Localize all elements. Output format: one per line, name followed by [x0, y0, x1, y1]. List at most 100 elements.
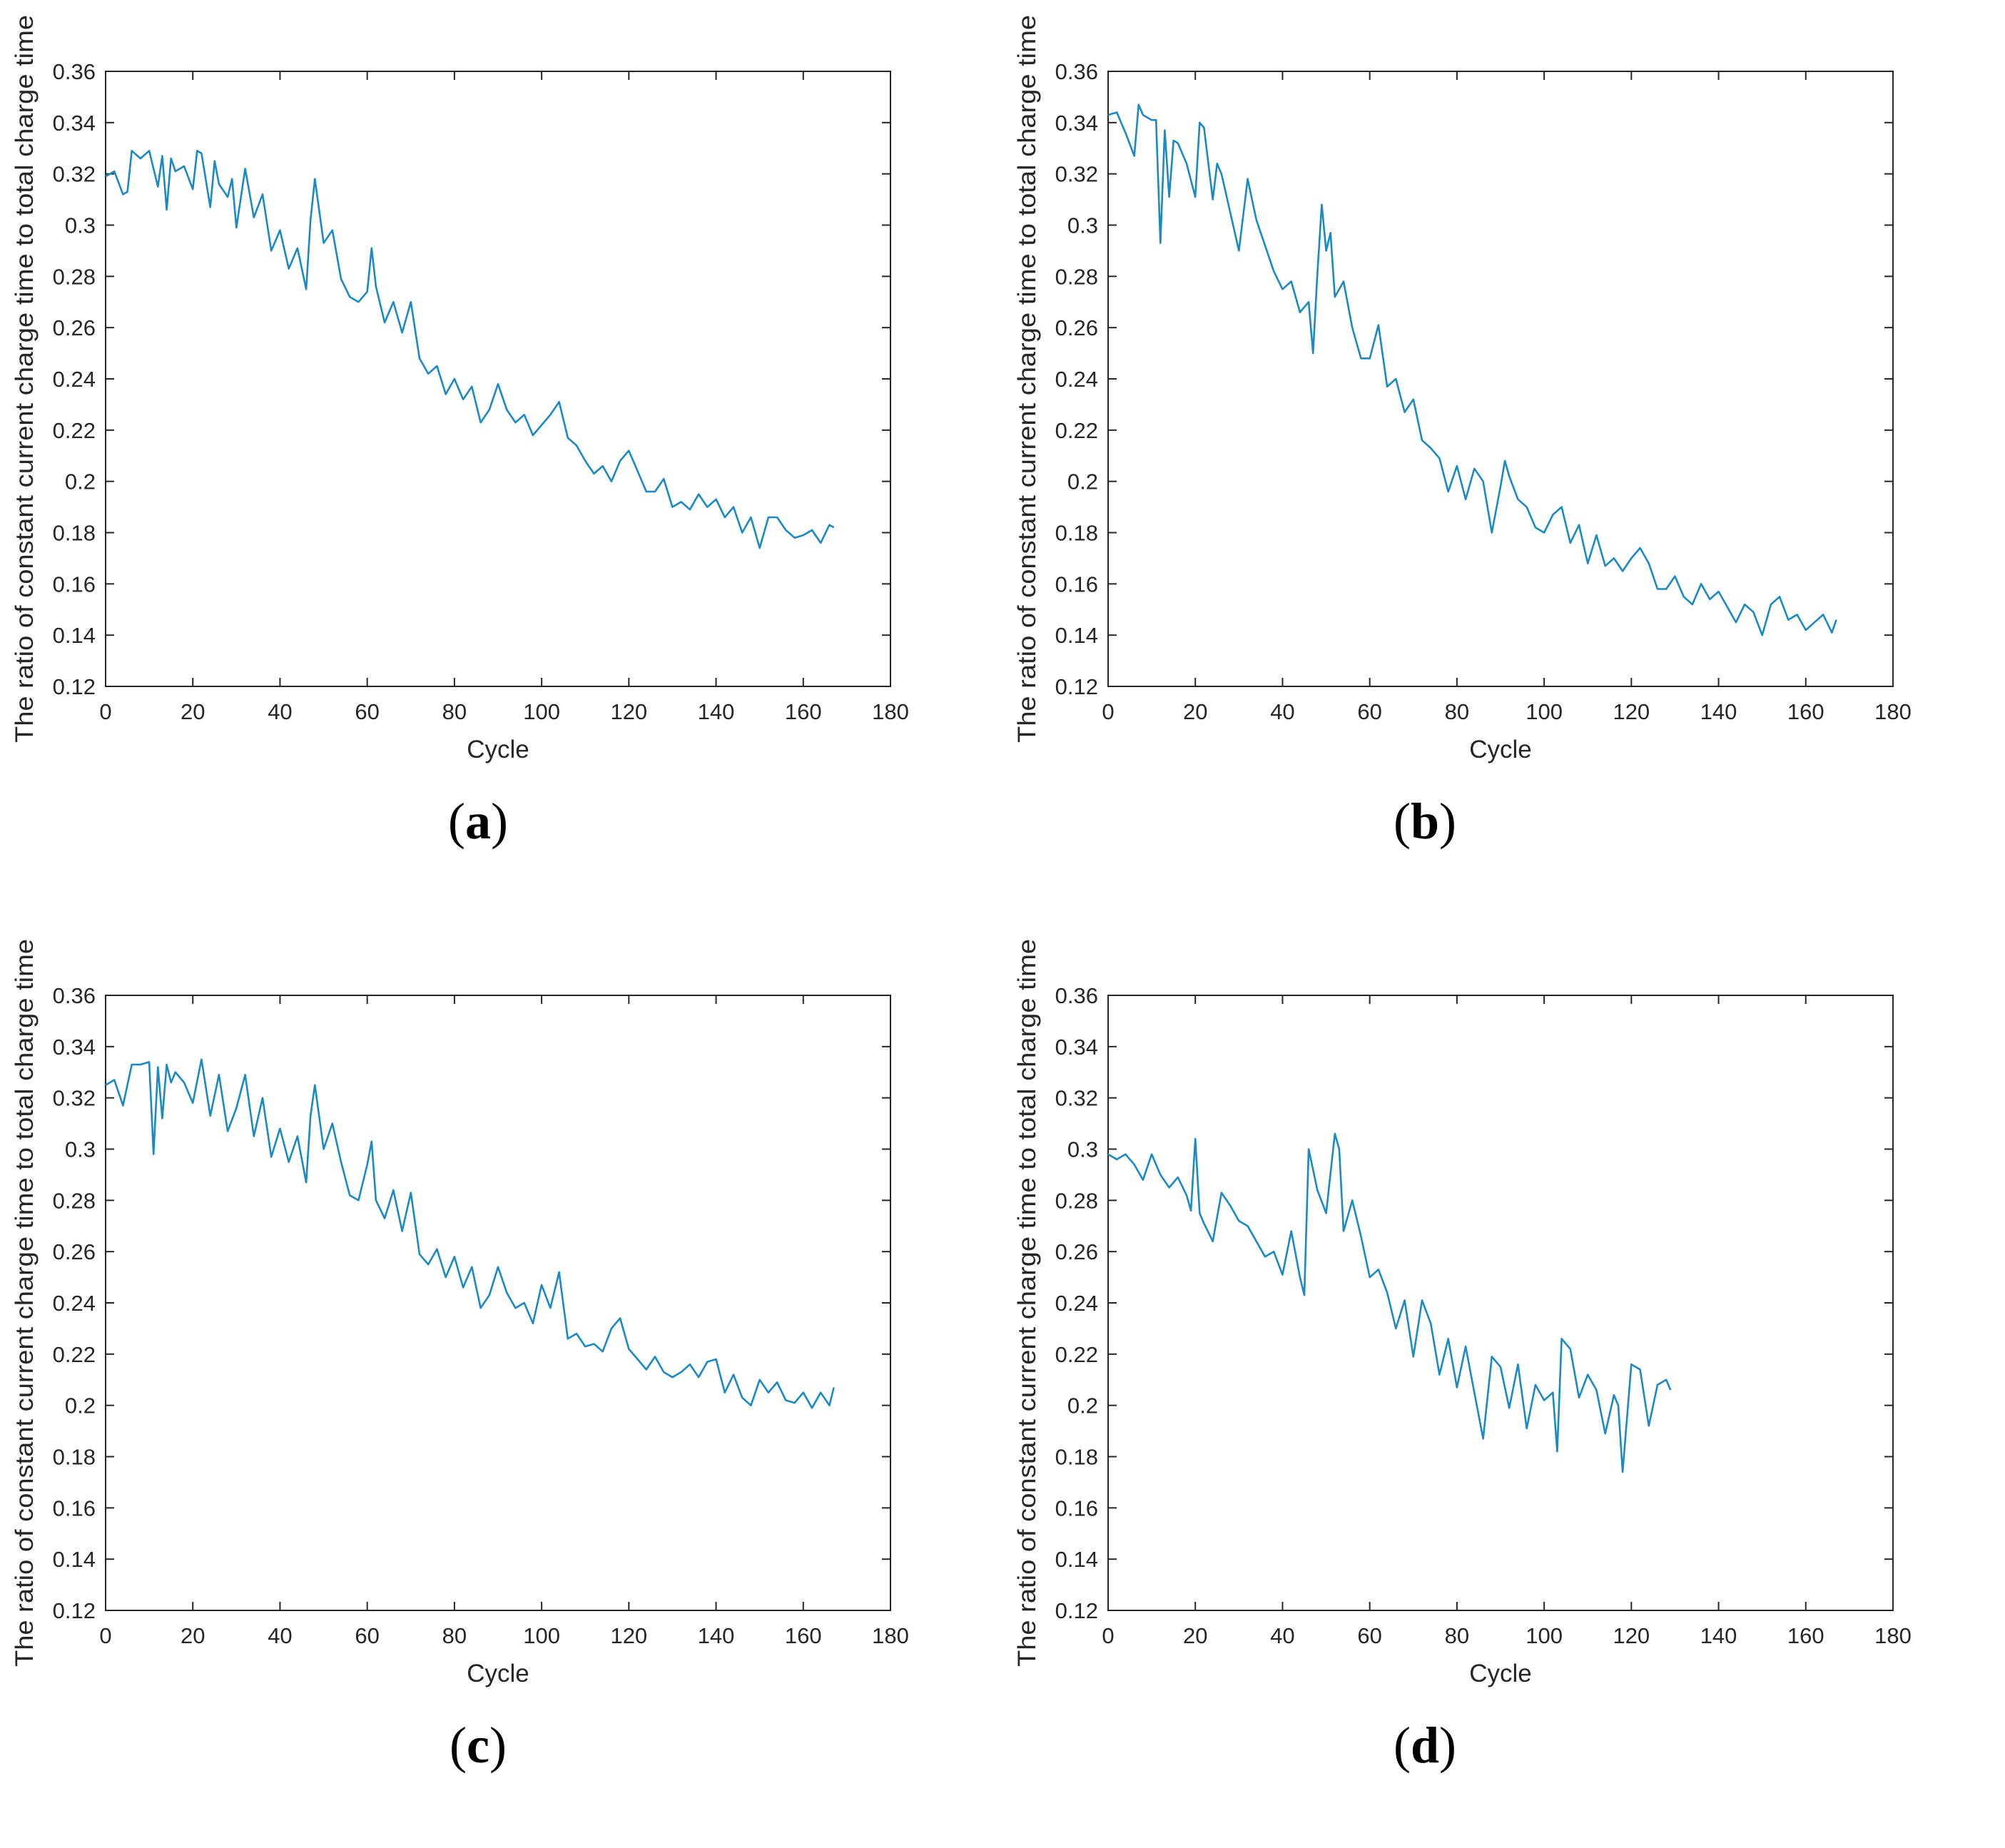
data-point	[1831, 631, 1832, 633]
data-point	[1735, 621, 1737, 623]
data-point	[1159, 1174, 1161, 1175]
data-point	[689, 1364, 691, 1365]
data-point	[314, 1085, 315, 1086]
data-point	[1587, 1374, 1588, 1375]
data-point	[1194, 196, 1196, 198]
data-point	[235, 1107, 237, 1109]
data-point	[1430, 1323, 1431, 1324]
y-tick-label: 0.22	[53, 1342, 96, 1367]
data-point	[1543, 532, 1545, 533]
data-point	[479, 1307, 481, 1309]
data-point	[1787, 619, 1789, 620]
data-point	[1221, 173, 1222, 175]
data-point	[646, 491, 647, 492]
y-tick-label: 0.28	[1055, 264, 1098, 289]
y-tick-label: 0.28	[53, 1188, 96, 1213]
data-point	[636, 1359, 638, 1360]
data-point	[1321, 204, 1322, 205]
data-point	[506, 409, 507, 410]
data-point	[1560, 506, 1562, 507]
data-point	[1351, 1199, 1353, 1201]
x-tick-label: 0	[1102, 1623, 1114, 1648]
data-point	[175, 1072, 176, 1073]
y-tick-label: 0.36	[53, 983, 96, 1008]
data-point	[323, 242, 324, 243]
data-point	[1247, 1225, 1248, 1227]
data-point	[279, 1128, 280, 1129]
data-point	[244, 1074, 245, 1075]
y-tick-label: 0.34	[1055, 111, 1098, 136]
data-point	[1247, 178, 1248, 180]
data-point	[768, 1392, 769, 1393]
data-point	[1657, 588, 1658, 589]
data-point	[371, 1141, 372, 1142]
data-point	[1622, 1471, 1623, 1473]
data-point	[270, 250, 272, 251]
data-point	[1395, 378, 1396, 380]
data-point	[654, 1356, 656, 1357]
x-tick-label: 140	[698, 699, 735, 724]
data-point	[1199, 1212, 1200, 1214]
y-tick-label: 0.36	[1055, 983, 1098, 1008]
data-point	[410, 1192, 412, 1193]
data-point	[371, 248, 372, 249]
data-point	[628, 450, 629, 451]
data-point	[1395, 1328, 1396, 1329]
caption-c: (c)	[450, 1717, 507, 1774]
y-axis-label: The ratio of constant current charge tim…	[11, 939, 39, 1667]
x-tick-label: 20	[1183, 699, 1207, 724]
data-point	[454, 1256, 455, 1257]
data-point	[1639, 547, 1640, 549]
data-point	[567, 1338, 569, 1339]
data-point	[1752, 611, 1754, 613]
data-point	[532, 1323, 534, 1324]
data-point	[741, 1397, 743, 1398]
data-point	[1142, 114, 1144, 116]
x-tick-label: 40	[268, 1623, 292, 1648]
y-tick-label: 0.22	[1055, 418, 1098, 443]
data-point	[471, 386, 472, 387]
data-point	[1199, 122, 1200, 123]
x-tick-label: 160	[1787, 1623, 1824, 1648]
data-point	[1560, 1338, 1562, 1339]
data-point	[1779, 596, 1780, 597]
data-point	[828, 524, 830, 526]
x-tick-label: 80	[442, 1623, 467, 1648]
data-point	[1438, 457, 1440, 459]
data-point	[454, 378, 455, 380]
data-point	[1325, 250, 1326, 251]
data-point	[489, 409, 490, 410]
data-point	[1264, 1256, 1266, 1257]
y-tick-label: 0.14	[1055, 1547, 1098, 1572]
data-point	[1369, 357, 1371, 359]
data-point	[1151, 119, 1152, 121]
data-point	[1125, 132, 1126, 133]
data-point	[646, 1369, 647, 1370]
data-point	[288, 1161, 290, 1162]
x-tick-label: 20	[181, 699, 205, 724]
data-point	[715, 1359, 716, 1360]
x-tick-label: 100	[523, 1623, 560, 1648]
data-point	[1203, 127, 1204, 128]
y-tick-label: 0.16	[53, 572, 96, 596]
data-point	[1570, 1348, 1571, 1349]
data-point	[244, 168, 245, 169]
data-point	[811, 1407, 813, 1408]
x-axis-label: Cycle	[467, 1660, 529, 1687]
chart-panel-c: 0 20 40 60 80 100 120 140 160 180 0.12 0.14 0.16 0.18…	[0, 924, 1002, 1848]
data-point	[1448, 1338, 1449, 1339]
data-point	[776, 1381, 778, 1383]
data-point	[462, 1286, 464, 1288]
data-point	[310, 1115, 311, 1117]
data-point	[1194, 1138, 1196, 1139]
data-point	[681, 501, 682, 502]
data-point	[793, 1402, 795, 1403]
data-point	[541, 1284, 542, 1286]
y-tick-label: 0.32	[1055, 1086, 1098, 1111]
data-point	[1556, 1451, 1558, 1452]
data-point	[419, 1254, 420, 1255]
data-point	[367, 1164, 368, 1165]
data-point	[724, 1392, 726, 1393]
data-point	[1482, 1438, 1483, 1439]
y-tick-label: 0.16	[1055, 1496, 1098, 1520]
